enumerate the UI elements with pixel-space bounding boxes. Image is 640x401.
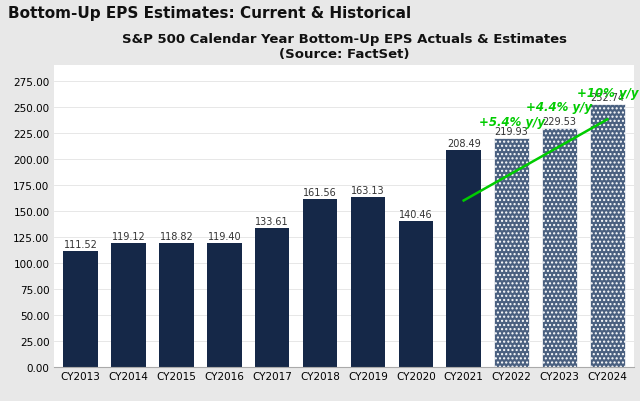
Bar <box>159 244 194 367</box>
Text: 161.56: 161.56 <box>303 187 337 197</box>
Text: +10% y/y: +10% y/y <box>577 86 638 99</box>
Bar <box>207 243 241 367</box>
Text: 140.46: 140.46 <box>399 209 433 219</box>
Text: 119.12: 119.12 <box>112 231 145 241</box>
Bar <box>542 129 577 367</box>
Bar <box>303 199 337 367</box>
Text: 229.53: 229.53 <box>543 117 577 127</box>
Text: 133.61: 133.61 <box>255 216 289 226</box>
Bar <box>494 139 529 367</box>
Bar <box>351 198 385 367</box>
Bar <box>399 221 433 367</box>
Text: +5.4% y/y: +5.4% y/y <box>479 115 545 128</box>
Text: 118.82: 118.82 <box>159 232 193 242</box>
Text: 163.13: 163.13 <box>351 186 385 196</box>
Text: 111.52: 111.52 <box>64 239 98 249</box>
Title: S&P 500 Calendar Year Bottom-Up EPS Actuals & Estimates
(Source: FactSet): S&P 500 Calendar Year Bottom-Up EPS Actu… <box>122 33 566 61</box>
Text: 252.74: 252.74 <box>590 93 625 103</box>
Text: 219.93: 219.93 <box>495 127 529 137</box>
Text: +4.4% y/y: +4.4% y/y <box>527 101 593 114</box>
Bar <box>255 228 289 367</box>
Text: 208.49: 208.49 <box>447 139 481 149</box>
Bar <box>63 251 98 367</box>
Bar <box>590 105 625 367</box>
Bar <box>111 243 146 367</box>
Text: Bottom-Up EPS Estimates: Current & Historical: Bottom-Up EPS Estimates: Current & Histo… <box>8 6 411 21</box>
Text: 119.40: 119.40 <box>207 231 241 241</box>
Bar <box>447 151 481 367</box>
